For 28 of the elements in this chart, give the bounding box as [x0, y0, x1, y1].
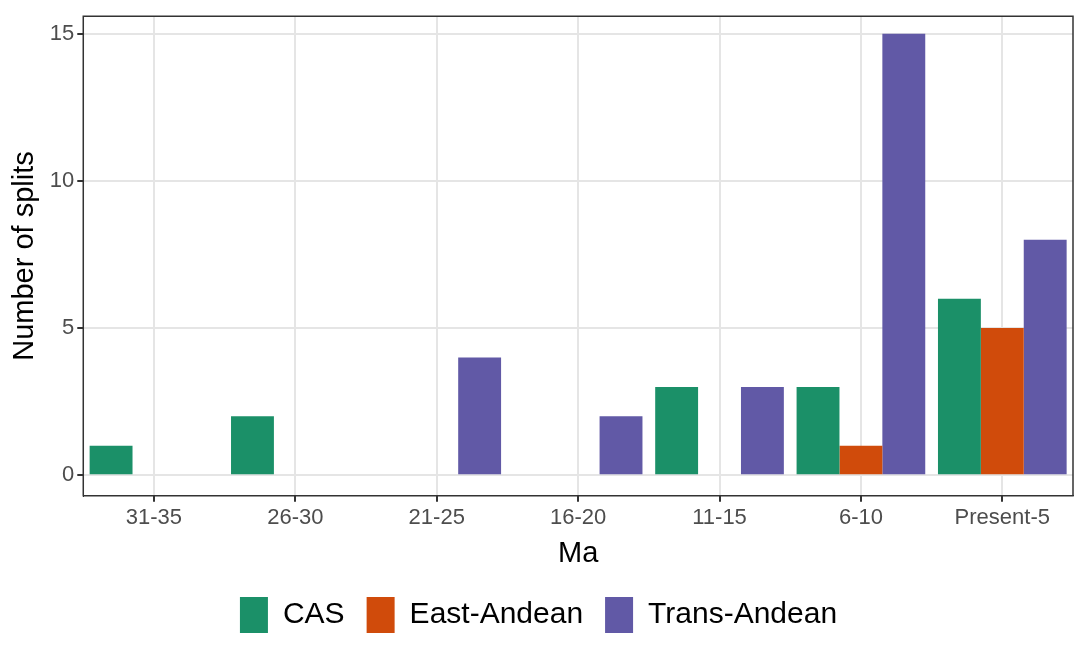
- x-tick-label: 11-15: [692, 504, 747, 530]
- y-axis-title: Number of splits: [7, 151, 40, 361]
- y-tick-label: 0: [62, 461, 75, 487]
- bar: [1023, 239, 1067, 475]
- x-tick-label: 31-35: [125, 504, 183, 530]
- bar: [599, 416, 643, 475]
- x-axis-title: Ma: [557, 535, 600, 568]
- x-tick-label: 16-20: [549, 504, 607, 530]
- bar: [937, 298, 981, 475]
- bar: [839, 445, 883, 475]
- y-tick-label: 5: [62, 314, 75, 340]
- x-tick-label: 26-30: [267, 504, 324, 530]
- bar: [89, 445, 133, 475]
- bar: [458, 357, 502, 475]
- legend-label: Trans-Andean: [648, 596, 838, 630]
- y-tick-label: 10: [49, 167, 75, 193]
- y-tick-label: 15: [49, 19, 75, 45]
- x-tick-label: 6-10: [838, 504, 883, 530]
- bar: [796, 386, 840, 475]
- legend-label: CAS: [282, 596, 345, 630]
- x-tick-label: Present-5: [954, 504, 1050, 530]
- bar: [655, 386, 699, 475]
- bar: [980, 328, 1024, 475]
- bar: [231, 416, 274, 475]
- bar: [882, 33, 926, 475]
- x-tick-label: 21-25: [408, 504, 465, 530]
- legend-label: East-Andean: [409, 596, 584, 630]
- bar: [740, 386, 784, 475]
